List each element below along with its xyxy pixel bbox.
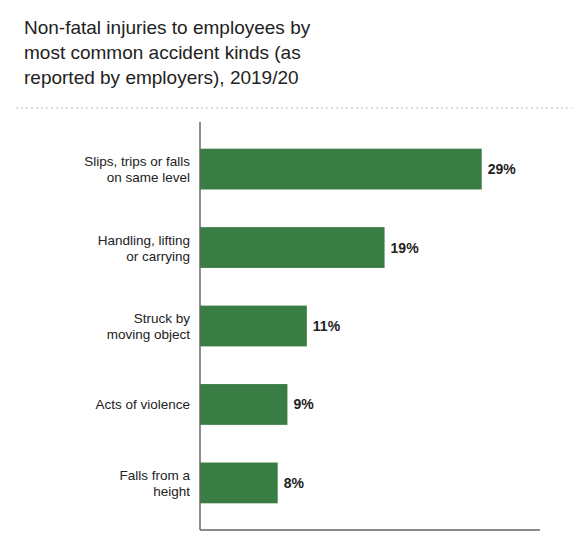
label-line: on same level xyxy=(107,170,190,185)
chart-title: Non-fatal injuries to employees by most c… xyxy=(24,17,311,88)
bar xyxy=(200,306,307,347)
y-tick-label: Struck bymoving object xyxy=(107,311,191,342)
bar xyxy=(200,227,385,268)
chart-container: Non-fatal injuries to employees by most c… xyxy=(0,0,588,554)
y-axis-line xyxy=(199,122,201,530)
title-line: reported by employers), 2019/20 xyxy=(24,67,299,88)
data-label: 11% xyxy=(313,318,341,334)
y-axis-labels: Falls from aheight Acts of violence Struck… xyxy=(84,154,190,499)
label-line: height xyxy=(153,483,190,498)
bar xyxy=(200,149,482,190)
data-label: 8% xyxy=(284,475,305,491)
title-line: Non-fatal injuries to employees by xyxy=(24,17,311,38)
title-line: most common accident kinds (as xyxy=(24,42,301,63)
data-label: 19% xyxy=(391,240,420,256)
bars xyxy=(200,149,482,504)
label-line: Falls from a xyxy=(119,467,190,482)
label-line: Acts of violence xyxy=(95,397,190,412)
chart-svg: Non-fatal injuries to employees by most c… xyxy=(0,0,588,554)
label-line: Struck by xyxy=(134,311,191,326)
label-line: moving object xyxy=(107,327,191,342)
y-tick-label: Acts of violence xyxy=(95,397,190,412)
data-label: 29% xyxy=(488,161,517,177)
bar xyxy=(200,384,287,425)
label-line: Handling, lifting xyxy=(98,232,190,247)
separator xyxy=(16,107,572,108)
y-tick-label: Handling, liftingor carrying xyxy=(98,232,190,263)
bar xyxy=(200,463,278,504)
data-label: 9% xyxy=(293,396,314,412)
y-tick-label: Slips, trips or fallson same level xyxy=(84,154,190,185)
data-labels: 8% 9% 11% 19% 29% xyxy=(284,161,517,491)
y-tick-label: Falls from aheight xyxy=(119,467,190,498)
x-axis-line xyxy=(200,529,540,531)
label-line: Slips, trips or falls xyxy=(84,154,190,169)
label-line: or carrying xyxy=(126,248,190,263)
